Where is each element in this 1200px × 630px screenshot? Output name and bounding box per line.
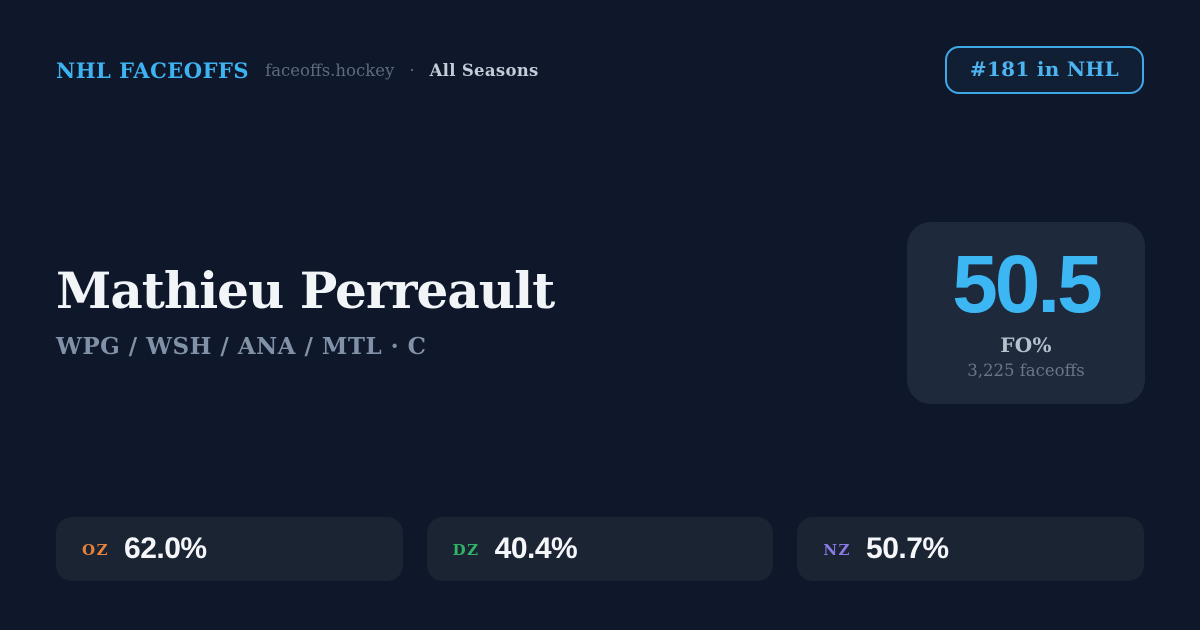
faceoff-pct-label: FO% [1000, 332, 1052, 357]
dz-zone-value: 40.4% [494, 532, 578, 565]
brand-link[interactable]: NHL FACEOFFS [56, 57, 250, 83]
season-label: All Seasons [429, 60, 539, 80]
faceoff-pct-card: 50.5 FO% 3,225 faceoffs [907, 222, 1145, 404]
site-domain: faceoffs.hockey [265, 60, 395, 80]
dot-separator: · [409, 60, 415, 80]
player-teams: WPG / WSH / ANA / MTL · C [56, 333, 427, 360]
header: NHL FACEOFFS faceoffs.hockey · All Seaso… [56, 46, 1144, 94]
player-block: Mathieu Perreault WPG / WSH / ANA / MTL … [56, 261, 555, 361]
oz-zone-label: OZ [82, 541, 110, 559]
zone-stat-dz: DZ 40.4% [426, 517, 774, 581]
faceoff-pct-value: 50.5 [952, 239, 1103, 331]
zone-stat-oz: OZ 62.0% [56, 517, 403, 581]
faceoff-count: 3,225 faceoffs [967, 360, 1085, 380]
player-name: Mathieu Perreault [56, 261, 555, 320]
oz-zone-value: 62.0% [124, 532, 207, 565]
nz-zone-value: 50.7% [866, 532, 949, 565]
dz-zone-label: DZ [452, 541, 480, 559]
nz-zone-label: NZ [823, 541, 852, 559]
zone-stat-nz: NZ 50.7% [797, 517, 1145, 581]
zone-stats-row: OZ 62.0% DZ 40.4% NZ 50.7% [56, 517, 1145, 581]
rank-badge[interactable]: #181 in NHL [944, 46, 1144, 94]
